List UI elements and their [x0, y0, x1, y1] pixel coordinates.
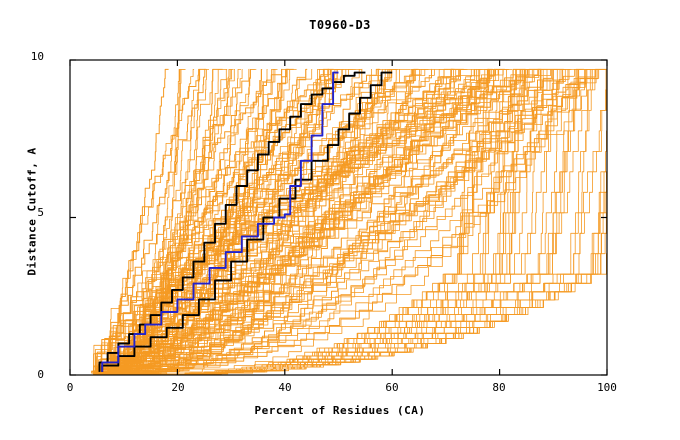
highlight-blue — [101, 71, 339, 372]
background-curve — [124, 69, 454, 374]
background-curve — [117, 69, 544, 374]
background-curve — [110, 69, 356, 374]
background-curve — [96, 69, 195, 374]
x-tick-label: 0 — [66, 381, 74, 394]
background-curve — [122, 69, 589, 375]
background-curve — [111, 68, 505, 374]
background-curve — [110, 69, 582, 374]
background-curve — [109, 69, 607, 374]
background-curve — [119, 69, 603, 374]
x-tick-label: 100 — [597, 381, 617, 394]
background-curve — [126, 69, 544, 376]
background-curve — [106, 69, 607, 374]
background-curve — [102, 69, 607, 374]
highlight-curves — [98, 71, 393, 372]
background-curve — [126, 69, 481, 376]
background-curve — [116, 68, 294, 374]
background-curve — [115, 69, 346, 374]
background-curve — [109, 68, 207, 374]
background-curve — [111, 69, 607, 376]
chart-title: T0960-D3 — [309, 18, 371, 32]
background-curve — [100, 69, 361, 374]
background-curve — [113, 68, 526, 374]
x-tick-label: 40 — [278, 381, 292, 394]
background-curve — [112, 69, 591, 374]
background-curve — [123, 69, 508, 374]
background-curve — [93, 69, 449, 374]
background-curve — [100, 69, 324, 374]
background-curve — [116, 69, 592, 374]
background-curve — [109, 68, 283, 374]
background-curve — [114, 69, 559, 374]
background-curve — [124, 69, 231, 374]
x-axis-label: Percent of Residues (CA) — [254, 404, 426, 417]
x-tick-label: 60 — [385, 381, 399, 394]
y-tick-label: 5 — [37, 206, 44, 219]
background-curve — [115, 69, 513, 374]
background-curve — [98, 68, 206, 374]
plot-axes — [69, 59, 608, 376]
x-tick-label: 80 — [492, 381, 506, 394]
background-curve — [92, 69, 598, 374]
highlight-black-1 — [98, 71, 366, 372]
y-tick-label: 10 — [30, 50, 44, 63]
background-curve — [122, 69, 572, 374]
background-curve — [97, 69, 566, 374]
background-curve — [119, 69, 354, 374]
background-curve — [107, 69, 541, 374]
x-tick-label: 20 — [171, 381, 185, 394]
background-curve — [123, 69, 397, 374]
background-curve — [92, 68, 584, 375]
y-tick-label: 0 — [37, 368, 44, 381]
background-model-curves — [91, 68, 608, 376]
highlight-black-2 — [101, 71, 393, 372]
background-curve — [127, 68, 380, 374]
